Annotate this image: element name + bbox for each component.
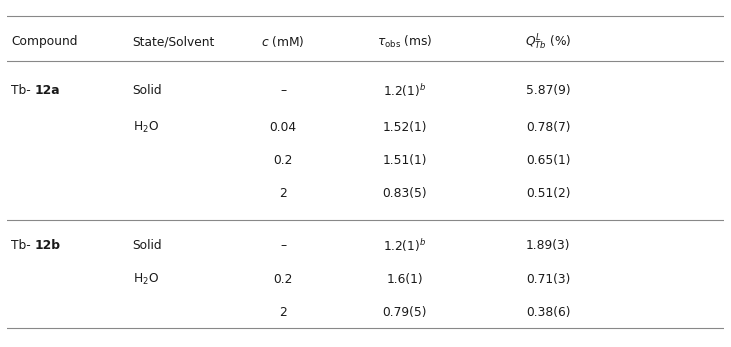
Text: H$_2$O: H$_2$O [132,120,159,135]
Text: $\tau$$_\mathregular{obs}$ (ms): $\tau$$_\mathregular{obs}$ (ms) [377,34,433,50]
Text: 0.51(2): 0.51(2) [526,187,570,200]
Text: Tb-: Tb- [11,84,31,98]
Text: $c$ (mM): $c$ (mM) [262,34,305,49]
Text: –: – [280,84,286,98]
Text: Solid: Solid [132,239,162,252]
Text: H$_2$O: H$_2$O [132,272,159,287]
Text: State/Solvent: State/Solvent [132,35,215,48]
Text: 0.04: 0.04 [270,121,297,134]
Text: 1.6(1): 1.6(1) [387,273,423,286]
Text: 1.2(1)$^b$: 1.2(1)$^b$ [383,83,427,99]
Text: 0.2: 0.2 [273,273,293,286]
Text: Solid: Solid [132,84,162,98]
Text: Compound: Compound [11,35,77,48]
Text: 12b: 12b [34,239,61,252]
Text: 1.2(1)$^b$: 1.2(1)$^b$ [383,237,427,254]
Text: 0.78(7): 0.78(7) [526,121,570,134]
Text: 0.83(5): 0.83(5) [382,187,427,200]
Text: 1.51(1): 1.51(1) [382,154,427,167]
Text: 1.52(1): 1.52(1) [382,121,427,134]
Text: 1.89(3): 1.89(3) [526,239,570,252]
Text: 0.38(6): 0.38(6) [526,306,570,319]
Text: 5.87(9): 5.87(9) [526,84,570,98]
Text: 12a: 12a [34,84,60,98]
Text: 2: 2 [279,306,287,319]
Text: 2: 2 [279,187,287,200]
Text: Tb-: Tb- [11,239,31,252]
Text: 0.2: 0.2 [273,154,293,167]
Text: $Q^L_{Tb}$ (%): $Q^L_{Tb}$ (%) [525,32,572,52]
Text: 0.71(3): 0.71(3) [526,273,570,286]
Text: 0.65(1): 0.65(1) [526,154,570,167]
Text: –: – [280,239,286,252]
Text: 0.79(5): 0.79(5) [382,306,427,319]
